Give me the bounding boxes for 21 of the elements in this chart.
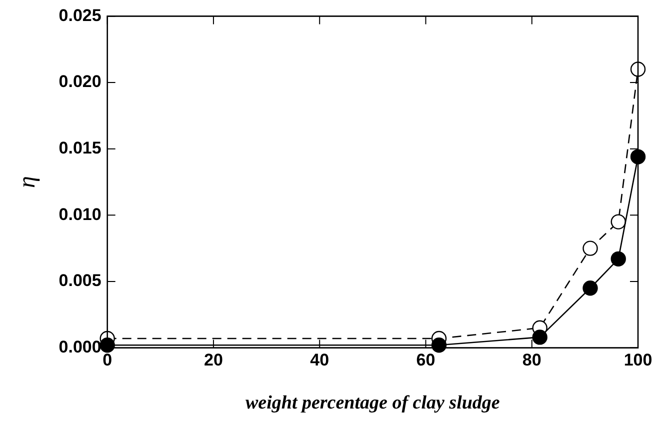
x-tick-label: 0 xyxy=(102,350,112,370)
point xyxy=(610,251,626,267)
x-tick-label: 80 xyxy=(522,350,542,370)
y-tick-label: 0.015 xyxy=(58,138,102,158)
y-tick-label: 0.025 xyxy=(58,6,102,25)
point xyxy=(630,62,646,77)
y-axis-title: η xyxy=(14,176,41,188)
x-tick-label: 60 xyxy=(416,350,436,370)
point xyxy=(532,330,548,345)
y-tick-label: 0.020 xyxy=(58,72,102,92)
y-tick-label: 0.005 xyxy=(58,271,102,290)
point xyxy=(582,280,598,296)
y-tick-label: 0.000 xyxy=(58,337,102,356)
y-tick-label: 0.010 xyxy=(58,204,102,224)
x-tick-label: 40 xyxy=(310,350,330,370)
point xyxy=(582,240,598,256)
x-tick-label: 20 xyxy=(204,350,223,370)
point xyxy=(630,149,646,164)
x-tick-label: 100 xyxy=(624,350,652,370)
point xyxy=(610,214,626,230)
x-axis-title: weight percentage of clay sludge xyxy=(245,392,500,414)
